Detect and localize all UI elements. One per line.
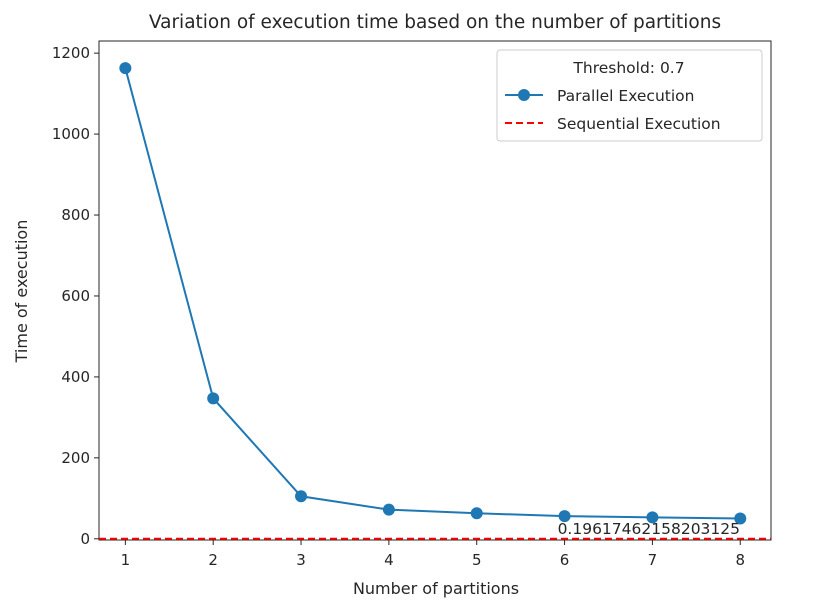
y-tick-label: 1000	[52, 125, 90, 143]
y-tick-label: 200	[61, 449, 90, 467]
y-axis: 0 200 400 600 800 1000 1200	[52, 44, 99, 548]
parallel-execution-point	[119, 62, 132, 75]
parallel-execution-point	[558, 510, 571, 523]
parallel-execution-point	[382, 503, 395, 516]
y-tick-label: 800	[61, 206, 90, 224]
parallel-execution-point	[734, 512, 747, 525]
y-axis-label: Time of execution	[12, 220, 31, 364]
x-axis-label: Number of partitions	[353, 579, 519, 598]
x-tick-label: 6	[560, 551, 570, 569]
y-tick-label: 0	[80, 530, 90, 548]
plot-area	[98, 40, 772, 541]
parallel-execution-point	[470, 507, 483, 520]
legend-sequential-label: Sequential Execution	[557, 115, 721, 133]
parallel-execution-point	[207, 392, 220, 405]
x-tick-label: 2	[208, 551, 218, 569]
x-tick-label: 1	[121, 551, 131, 569]
x-tick-label: 3	[296, 551, 306, 569]
x-tick-label: 4	[384, 551, 394, 569]
parallel-execution-point	[295, 490, 308, 503]
y-tick-label: 400	[61, 368, 90, 386]
chart-title: Variation of execution time based on the…	[149, 12, 721, 33]
sequential-value-annotation: 0.19617462158203125	[558, 520, 740, 538]
legend-parallel-label: Parallel Execution	[557, 87, 694, 105]
x-tick-label: 5	[472, 551, 482, 569]
legend-parallel-marker	[518, 89, 530, 101]
x-tick-label: 7	[648, 551, 658, 569]
y-tick-label: 1200	[52, 44, 90, 62]
parallel-execution-line	[124, 67, 741, 520]
series-layer	[99, 62, 771, 540]
legend-title: Threshold: 0.7	[572, 59, 684, 77]
legend-box	[496, 49, 763, 142]
parallel-execution-point	[646, 511, 659, 524]
y-tick-label: 600	[61, 287, 90, 305]
x-axis: 1 2 3 4 5 6 7 8	[121, 540, 745, 569]
legend: Threshold: 0.7 Parallel Execution Sequen…	[496, 49, 763, 142]
x-tick-label: 8	[735, 551, 745, 569]
axes-frame	[98, 40, 772, 541]
